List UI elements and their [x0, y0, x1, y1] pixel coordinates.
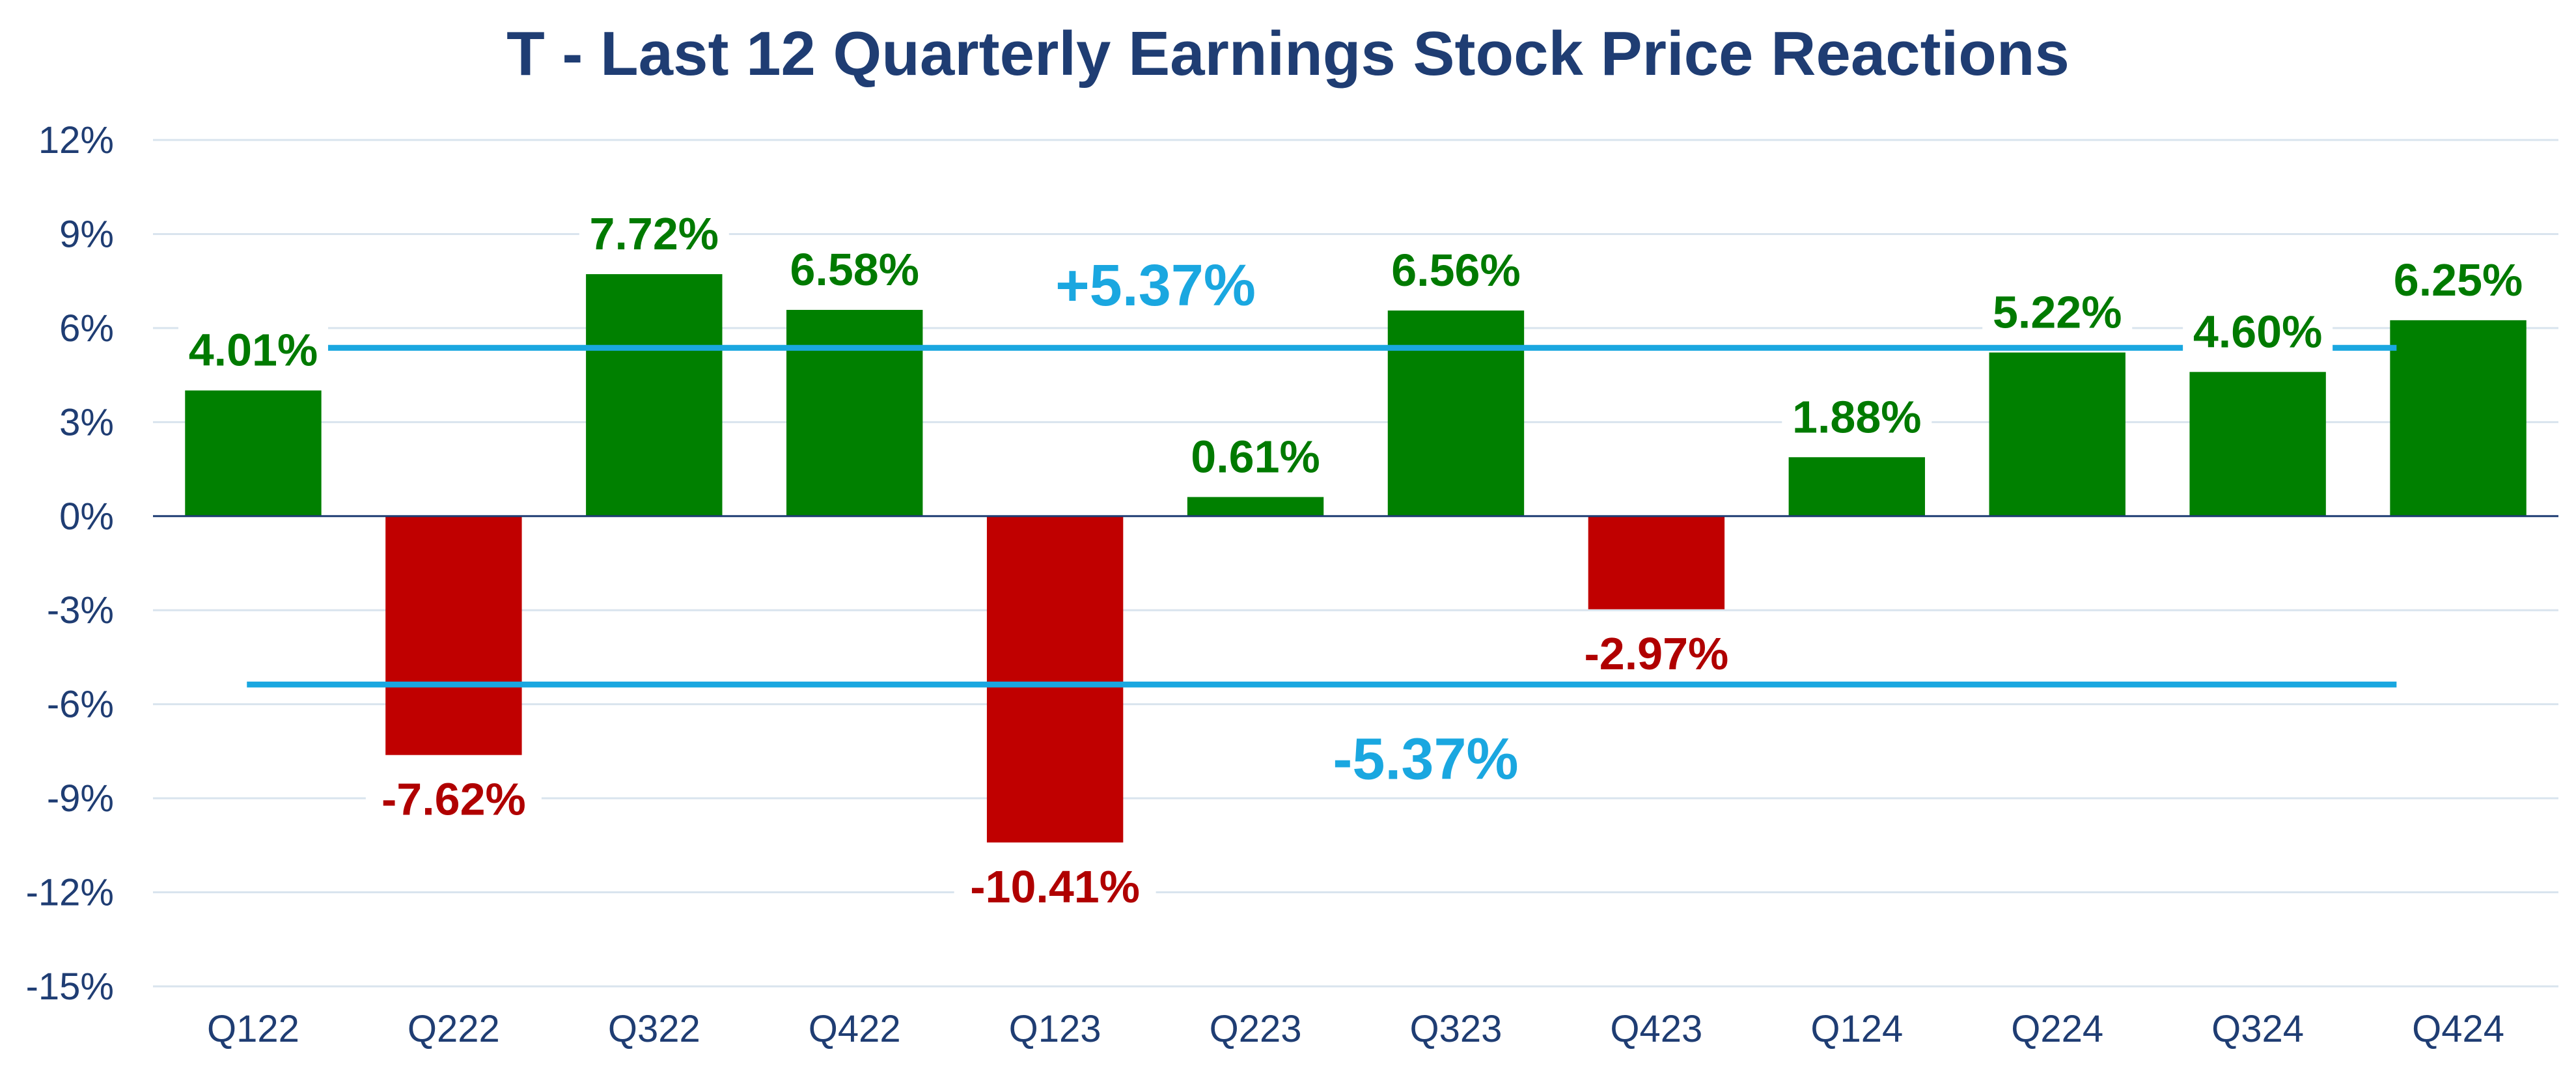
y-tick-label: -9% — [47, 777, 114, 820]
data-label-bg — [2383, 253, 2534, 307]
data-labels: 4.01% -7.62% 7.72% 6.58% -10.41% 0.61% 6.56% -2… — [178, 208, 2534, 914]
data-label: 6.25% — [2394, 255, 2523, 305]
data-label: 4.01% — [189, 325, 318, 376]
data-label: 5.22% — [1993, 286, 2122, 337]
bar — [2390, 320, 2527, 516]
data-label: -2.97% — [1584, 628, 1728, 679]
x-tick-label: Q423 — [1610, 1008, 1702, 1050]
x-tick-label: Q322 — [608, 1008, 700, 1050]
bar — [185, 390, 322, 516]
data-label-bg — [579, 208, 729, 262]
data-label-bg — [1568, 627, 1745, 681]
bar — [385, 516, 522, 755]
data-label-bg — [1782, 391, 1932, 445]
data-label-bg — [2183, 305, 2333, 359]
data-label: 7.72% — [590, 208, 719, 259]
reference-lines: +5.37% -5.37% — [247, 253, 2397, 792]
data-label: -7.62% — [381, 774, 526, 825]
data-label-bg — [1982, 286, 2133, 340]
bar — [1588, 516, 1725, 609]
x-tick-label: Q324 — [2211, 1008, 2304, 1050]
y-tick-label: -6% — [47, 684, 114, 726]
data-label-bg — [1180, 430, 1331, 484]
bar — [2189, 372, 2326, 516]
bar — [986, 516, 1124, 842]
x-tick-label: Q124 — [1810, 1008, 1903, 1050]
bar — [586, 274, 723, 516]
x-tick-label: Q323 — [1410, 1008, 1503, 1050]
y-tick-label: 0% — [59, 495, 114, 538]
bar — [1387, 310, 1525, 516]
x-tick-label: Q422 — [809, 1008, 901, 1050]
bar — [786, 309, 923, 516]
data-label-bg — [779, 243, 930, 297]
average-label: +5.37% — [1055, 253, 1256, 318]
grid-lines — [153, 139, 2558, 988]
data-label: 6.56% — [1391, 245, 1520, 296]
data-label: 0.61% — [1191, 431, 1320, 482]
x-tick-label: Q424 — [2412, 1008, 2504, 1050]
data-label: 4.60% — [2193, 306, 2322, 357]
x-axis-ticks: Q122 Q222 Q322 Q422 Q123 Q223 Q323 Q423 Q124 Q224… — [207, 1008, 2504, 1050]
data-label: 6.58% — [790, 244, 919, 295]
x-tick-label: Q223 — [1210, 1008, 1302, 1050]
data-label-bg — [1381, 243, 1531, 298]
data-label-bg — [954, 861, 1156, 914]
y-tick-label: 12% — [38, 119, 114, 161]
x-tick-label: Q122 — [207, 1008, 299, 1050]
x-tick-label: Q224 — [2011, 1008, 2103, 1050]
x-tick-label: Q222 — [408, 1008, 500, 1050]
average-label: -5.37% — [1333, 727, 1518, 792]
y-tick-label: 6% — [59, 307, 114, 350]
data-label-bg — [365, 773, 542, 827]
y-tick-label: 9% — [59, 213, 114, 255]
y-tick-label: -15% — [26, 966, 114, 1008]
data-label-bg — [178, 324, 328, 378]
data-label: -10.41% — [970, 861, 1140, 912]
bars — [185, 274, 2527, 842]
bar — [1187, 497, 1324, 516]
bar — [1989, 352, 2126, 516]
y-axis-ticks: 12% 9% 6% 3% 0% -3% -6% -9% -12% -15% — [26, 119, 114, 1008]
y-tick-label: 3% — [59, 401, 114, 443]
data-label: 1.88% — [1792, 391, 1921, 442]
y-tick-label: -12% — [26, 872, 114, 914]
chart-title: T - Last 12 Quarterly Earnings Stock Pri… — [506, 19, 2070, 89]
x-tick-label: Q123 — [1009, 1008, 1101, 1050]
y-tick-label: -3% — [47, 589, 114, 632]
bar — [1788, 457, 1925, 516]
